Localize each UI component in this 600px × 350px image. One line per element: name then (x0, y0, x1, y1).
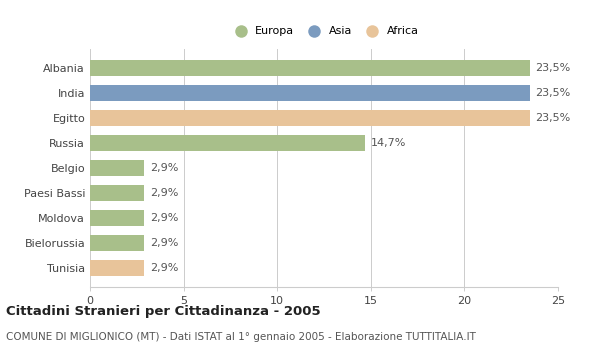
Text: 2,9%: 2,9% (150, 188, 178, 198)
Text: Cittadini Stranieri per Cittadinanza - 2005: Cittadini Stranieri per Cittadinanza - 2… (6, 304, 320, 317)
Bar (90, 235, 144, 251)
Bar (90, 85, 530, 101)
Bar (90, 210, 144, 226)
Bar (90, 110, 530, 126)
Text: 2,9%: 2,9% (150, 163, 178, 173)
Legend: Europa, Asia, Africa: Europa, Asia, Africa (227, 24, 421, 39)
Bar (90, 60, 530, 76)
Text: 23,5%: 23,5% (536, 88, 571, 98)
Text: 2,9%: 2,9% (150, 213, 178, 223)
Bar (90, 185, 144, 201)
Text: 14,7%: 14,7% (371, 138, 406, 148)
Text: 2,9%: 2,9% (150, 238, 178, 248)
Text: 23,5%: 23,5% (536, 63, 571, 73)
Text: 23,5%: 23,5% (536, 113, 571, 123)
Text: COMUNE DI MIGLIONICO (MT) - Dati ISTAT al 1° gennaio 2005 - Elaborazione TUTTITA: COMUNE DI MIGLIONICO (MT) - Dati ISTAT a… (6, 332, 476, 343)
Bar (90, 260, 144, 276)
Bar (90, 135, 365, 151)
Bar (90, 160, 144, 176)
Text: 2,9%: 2,9% (150, 263, 178, 273)
